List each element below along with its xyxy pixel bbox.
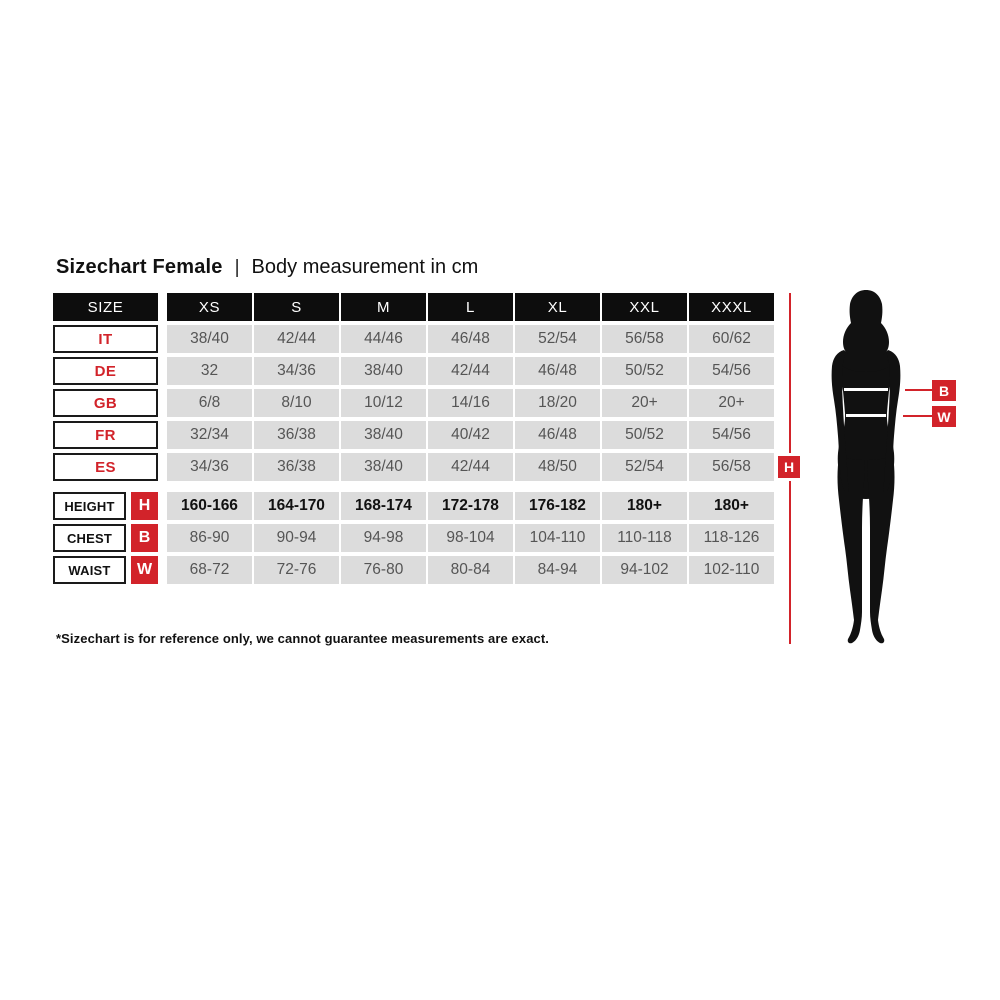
size-value-cell: 44/46	[341, 325, 426, 353]
size-column-header: XS	[167, 293, 252, 321]
country-code-label: ES	[53, 453, 158, 481]
size-value-cell: 46/48	[515, 421, 600, 449]
waist-pointer-line	[903, 415, 932, 417]
page-title: Sizechart Female | Body measurement in c…	[56, 256, 478, 279]
figure-left-leg	[837, 456, 865, 644]
size-value-cell: 42/44	[428, 453, 513, 481]
measurement-value-cell: 180+	[602, 492, 687, 520]
figure-right-leg	[867, 456, 895, 644]
figure-hair	[842, 290, 890, 372]
size-value-cell: 38/40	[167, 325, 252, 353]
bust-marker-badge: B	[932, 380, 956, 401]
country-code-label: IT	[53, 325, 158, 353]
waist-line	[846, 414, 886, 417]
measurement-value-cell: 110-118	[602, 524, 687, 552]
measurement-value-cell: 84-94	[515, 556, 600, 584]
size-value-cell: 20+	[689, 389, 774, 417]
measurement-label-box: WAIST	[53, 556, 126, 584]
measurement-marker-badge: B	[131, 524, 158, 552]
measurement-value-cell: 176-182	[515, 492, 600, 520]
size-value-cell: 38/40	[341, 421, 426, 449]
measurement-marker-badge: H	[131, 492, 158, 520]
measurement-value-cell: 72-76	[254, 556, 339, 584]
size-value-cell: 46/48	[428, 325, 513, 353]
size-value-cell: 52/54	[515, 325, 600, 353]
size-value-cell: 42/44	[428, 357, 513, 385]
size-value-cell: 38/40	[341, 357, 426, 385]
measurement-value-cell: 102-110	[689, 556, 774, 584]
country-code-label: DE	[53, 357, 158, 385]
title-separator: |	[234, 257, 240, 278]
size-value-cell: 8/10	[254, 389, 339, 417]
measurement-value-cell: 68-72	[167, 556, 252, 584]
female-silhouette	[831, 290, 901, 644]
size-value-cell: 50/52	[602, 357, 687, 385]
measurement-value-cell: 98-104	[428, 524, 513, 552]
size-corner-header: SIZE	[53, 293, 158, 321]
size-value-cell: 14/16	[428, 389, 513, 417]
size-value-cell: 32/34	[167, 421, 252, 449]
size-value-cell: 38/40	[341, 453, 426, 481]
measurement-value-cell: 94-102	[602, 556, 687, 584]
size-value-cell: 34/36	[254, 357, 339, 385]
size-table: SIZE XS S M L XL XXL XXXL IT 38/40 42/44 44/46 46/48…	[53, 293, 774, 584]
size-value-cell: 18/20	[515, 389, 600, 417]
size-value-cell: 42/44	[254, 325, 339, 353]
size-value-cell: 60/62	[689, 325, 774, 353]
size-value-cell: 48/50	[515, 453, 600, 481]
size-value-cell: 56/58	[602, 325, 687, 353]
size-column-header: L	[428, 293, 513, 321]
size-value-cell: 56/58	[689, 453, 774, 481]
figure-right-arm	[883, 350, 901, 493]
size-value-cell: 36/38	[254, 421, 339, 449]
bust-line	[844, 388, 888, 391]
size-value-cell: 6/8	[167, 389, 252, 417]
measurement-value-cell: 160-166	[167, 492, 252, 520]
size-value-cell: 20+	[602, 389, 687, 417]
size-value-cell: 54/56	[689, 421, 774, 449]
country-code-label: FR	[53, 421, 158, 449]
waist-marker-badge: W	[932, 406, 956, 427]
size-column-header: M	[341, 293, 426, 321]
bust-pointer-line	[905, 389, 932, 391]
measurement-value-cell: 168-174	[341, 492, 426, 520]
size-value-cell: 36/38	[254, 453, 339, 481]
measurement-label-box: CHEST	[53, 524, 126, 552]
measurement-value-cell: 104-110	[515, 524, 600, 552]
size-column-header: XXXL	[689, 293, 774, 321]
measurement-label-box: HEIGHT	[53, 492, 126, 520]
country-code-label: GB	[53, 389, 158, 417]
size-value-cell: 40/42	[428, 421, 513, 449]
measurement-label: CHEST B	[53, 524, 158, 552]
table-section-gap	[53, 485, 774, 488]
measurement-value-cell: 86-90	[167, 524, 252, 552]
size-value-cell: 10/12	[341, 389, 426, 417]
size-value-cell: 46/48	[515, 357, 600, 385]
size-value-cell: 34/36	[167, 453, 252, 481]
size-column-header: XL	[515, 293, 600, 321]
measurement-value-cell: 94-98	[341, 524, 426, 552]
measurement-label: HEIGHT H	[53, 492, 158, 520]
title-main: Sizechart Female	[56, 256, 223, 278]
size-value-cell: 32	[167, 357, 252, 385]
measurement-value-cell: 164-170	[254, 492, 339, 520]
size-column-header: S	[254, 293, 339, 321]
measurement-marker-badge: W	[131, 556, 158, 584]
size-column-header: XXL	[602, 293, 687, 321]
measurement-value-cell: 180+	[689, 492, 774, 520]
measurement-value-cell: 118-126	[689, 524, 774, 552]
height-marker-badge: H	[775, 453, 803, 481]
size-value-cell: 52/54	[602, 453, 687, 481]
figure-left-arm	[831, 350, 849, 493]
measurement-value-cell: 80-84	[428, 556, 513, 584]
footnote: *Sizechart is for reference only, we can…	[56, 631, 549, 646]
measurement-value-cell: 172-178	[428, 492, 513, 520]
title-subtitle: Body measurement in cm	[251, 256, 479, 278]
measurement-label: WAIST W	[53, 556, 158, 584]
measurement-value-cell: 90-94	[254, 524, 339, 552]
measurement-value-cell: 76-80	[341, 556, 426, 584]
size-value-cell: 54/56	[689, 357, 774, 385]
size-value-cell: 50/52	[602, 421, 687, 449]
